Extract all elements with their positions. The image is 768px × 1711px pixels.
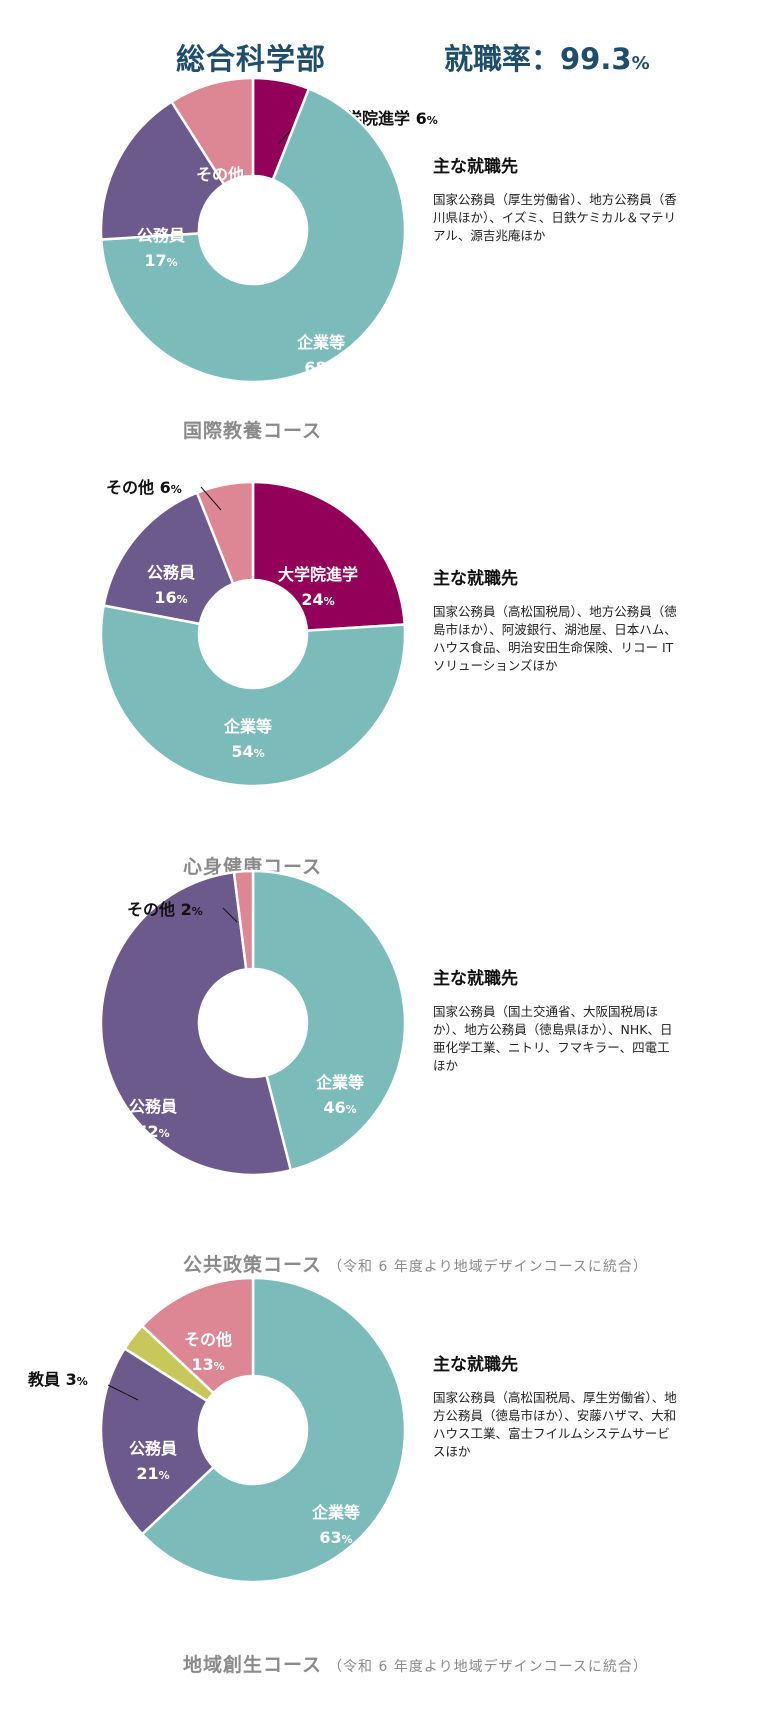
donut-chart-kokyo: 企業等 46% 公務員 52% その他 2%	[99, 869, 407, 1177]
employer-list: 国家公務員（国土交通省、大阪国税局ほか）、地方公務員（徳島県ほか）、NHK、日亜…	[433, 1004, 673, 1073]
donut-slice	[140, 1276, 407, 1584]
course-name: 国際教養コース	[183, 420, 323, 442]
donut-slice	[99, 87, 407, 384]
donut-chart-kokusai: 大学院進学 6%企業等 68%公務員 17%その他 9%	[99, 76, 438, 384]
donut-slice	[251, 480, 407, 632]
course-name: 地域創生コース	[183, 1654, 323, 1676]
slice-label: 公務員 21%	[129, 1439, 177, 1483]
slice-label: その他 2%	[127, 900, 203, 919]
employer-heading: 主な就職先	[433, 1355, 518, 1375]
course-note: （令和 6 年度より地域デザインコースに統合）	[328, 1659, 648, 1675]
course-section-kokyo: 企業等 46% 公務員 52% その他 2% 主な就職先 国家公務員（国土交通省、大阪国…	[0, 869, 768, 1300]
employer-heading: 主な就職先	[433, 569, 518, 589]
slice-label: 公務員 17%	[137, 226, 185, 270]
course-title: 心身健康コース	[183, 852, 322, 879]
employer-info: 主な就職先 国家公務員（高松国税局、厚生労働省）、地方公務員（徳島市ほか）、安藤…	[433, 1350, 678, 1461]
employer-heading: 主な就職先	[433, 157, 518, 177]
donut-slice	[195, 480, 255, 586]
callout-line	[222, 907, 238, 923]
donut-slice	[99, 604, 407, 788]
callout-line	[107, 1384, 139, 1401]
course-title: 公共政策コース （令和 6 年度より地域デザインコースに統合）	[183, 1250, 648, 1277]
slice-label: その他 9%	[196, 165, 244, 209]
donut-chart-shinshin: 大学院進学 24% 企業等 54% 公務員 16% その他 6%	[99, 478, 407, 788]
donut-slice	[140, 1276, 255, 1395]
donut-slice	[232, 869, 255, 971]
slice-label: 教員 3%	[28, 1370, 88, 1389]
slice-label: 企業等 46%	[315, 1073, 364, 1117]
employment-rate-value: 就職率：99.3	[444, 42, 632, 76]
employer-heading: 主な就職先	[433, 969, 518, 989]
employer-info: 主な就職先 国家公務員（厚生労働省）、地方公務員（香川県ほか）、イズミ、日鉄ケミ…	[433, 152, 678, 245]
slice-label: 企業等 54%	[223, 717, 272, 761]
donut-slice	[99, 1346, 216, 1536]
donut-slice	[169, 76, 255, 187]
course-section-kokusai: 大学院進学 6% 企業等 68% 公務員 17% その他 9% 主な就職先 国家公務員（厚生…	[0, 76, 768, 498]
employer-list: 国家公務員（高松国税局、厚生労働省）、地方公務員（徳島市ほか）、安藤ハザマ、大和…	[433, 1390, 677, 1459]
course-section-chiiki: 企業等 63% 公務員 21% 教員 3% その他 13% 主な就職先 国家公務員（高松国税…	[0, 1276, 768, 1690]
callout-line	[200, 486, 222, 511]
employer-info: 主な就職先 国家公務員（高松国税局）、地方公務員（徳島市ほか）、阿波銀行、湖池屋…	[433, 564, 678, 675]
department-title: 総合科学部	[176, 42, 327, 76]
course-title: 国際教養コース	[183, 416, 322, 443]
slice-label: 公務員 52%	[129, 1097, 177, 1141]
employer-list: 国家公務員（高松国税局）、地方公務員（徳島市ほか）、阿波銀行、湖池屋、日本ハム、…	[433, 604, 677, 673]
employment-rate: 就職率：99.3%	[444, 36, 650, 78]
employer-list: 国家公務員（厚生労働省）、地方公務員（香川県ほか）、イズミ、日鉄ケミカル＆マテリ…	[433, 192, 677, 243]
course-title: 地域創生コース （令和 6 年度より地域デザインコースに統合）	[183, 1650, 648, 1677]
course-section-shinshin: 大学院進学 24% 企業等 54% 公務員 16% その他 6% 主な就職先 国家公務員（高…	[0, 478, 768, 900]
slice-label: 企業等 63%	[311, 1503, 360, 1547]
course-name: 公共政策コース	[183, 1254, 323, 1276]
donut-slice	[251, 869, 407, 1172]
employment-rate-unit: %	[631, 53, 650, 74]
course-name: 心身健康コース	[183, 856, 323, 878]
slice-label: 公務員 16%	[147, 563, 195, 607]
slice-label: その他 13%	[184, 1330, 232, 1374]
slice-label: 大学院進学 24%	[278, 565, 358, 609]
donut-slice	[102, 491, 235, 626]
slice-label: その他 6%	[106, 478, 182, 497]
employer-info: 主な就職先 国家公務員（国土交通省、大阪国税局ほか）、地方公務員（徳島県ほか）、…	[433, 964, 678, 1075]
donut-chart-chiiki: 企業等 63% 公務員 21% 教員 3% その他 13%	[28, 1276, 407, 1584]
slice-label: 企業等 68%	[296, 333, 345, 377]
course-note: （令和 6 年度より地域デザインコースに統合）	[328, 1259, 648, 1275]
page-header: 総合科学部 就職率：99.3%	[0, 30, 768, 80]
